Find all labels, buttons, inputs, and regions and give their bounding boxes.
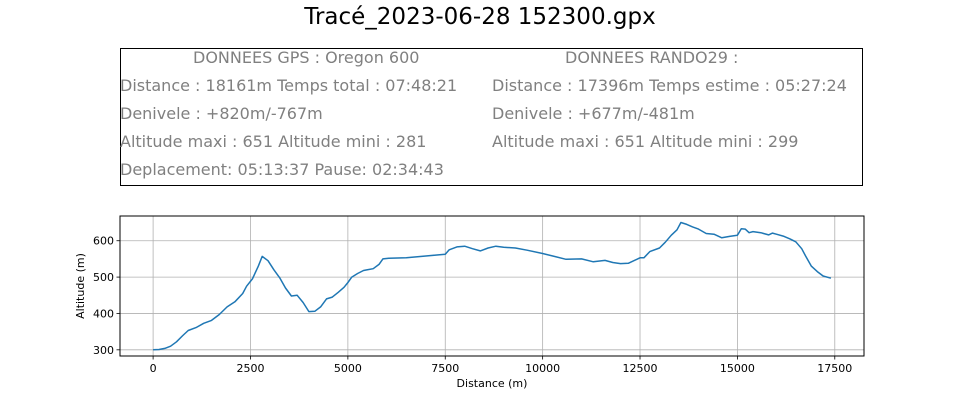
x-tick-label: 17500 xyxy=(817,362,852,375)
rando-altitude-line: Altitude maxi : 651 Altitude mini : 299 xyxy=(492,132,799,151)
x-tick-label: 15000 xyxy=(720,362,755,375)
y-tick-label: 300 xyxy=(93,344,114,357)
y-tick-label: 400 xyxy=(93,307,114,320)
chart-title: Tracé_2023-06-28 152300.gpx xyxy=(304,4,656,30)
x-tick-label: 2500 xyxy=(236,362,264,375)
y-tick-label: 600 xyxy=(93,235,114,248)
gps-data-header: DONNEES GPS : Oregon 600 xyxy=(193,48,420,67)
rando-distance-line: Distance : 17396m Temps estime : 05:27:2… xyxy=(492,76,847,95)
axis-ticks: 0 2500 5000 7500 10000 12500 15000 17500 300 400 5… xyxy=(93,235,852,375)
y-axis-label: Altitude (m) xyxy=(74,253,87,319)
gps-movement-line: Deplacement: 05:13:37 Pause: 02:34:43 xyxy=(120,160,444,179)
gps-distance-line: Distance : 18161m Temps total : 07:48:21 xyxy=(120,76,458,95)
x-tick-label: 7500 xyxy=(431,362,459,375)
x-axis-label: Distance (m) xyxy=(457,377,528,390)
gps-info-panel xyxy=(120,48,863,186)
x-tick-label: 5000 xyxy=(334,362,362,375)
rando-elevation-line: Denivele : +677m/-481m xyxy=(492,104,695,123)
gps-elevation-line: Denivele : +820m/-767m xyxy=(120,104,323,123)
x-tick-label: 0 xyxy=(150,362,157,375)
rando-data-header: DONNEES RANDO29 : xyxy=(565,48,739,67)
y-tick-label: 500 xyxy=(93,271,114,284)
altitude-series-line xyxy=(153,221,832,351)
grid xyxy=(120,216,864,356)
plot-frame xyxy=(119,215,865,357)
x-tick-label: 10000 xyxy=(525,362,560,375)
gps-altitude-line: Altitude maxi : 651 Altitude mini : 281 xyxy=(120,132,427,151)
x-tick-label: 12500 xyxy=(623,362,658,375)
